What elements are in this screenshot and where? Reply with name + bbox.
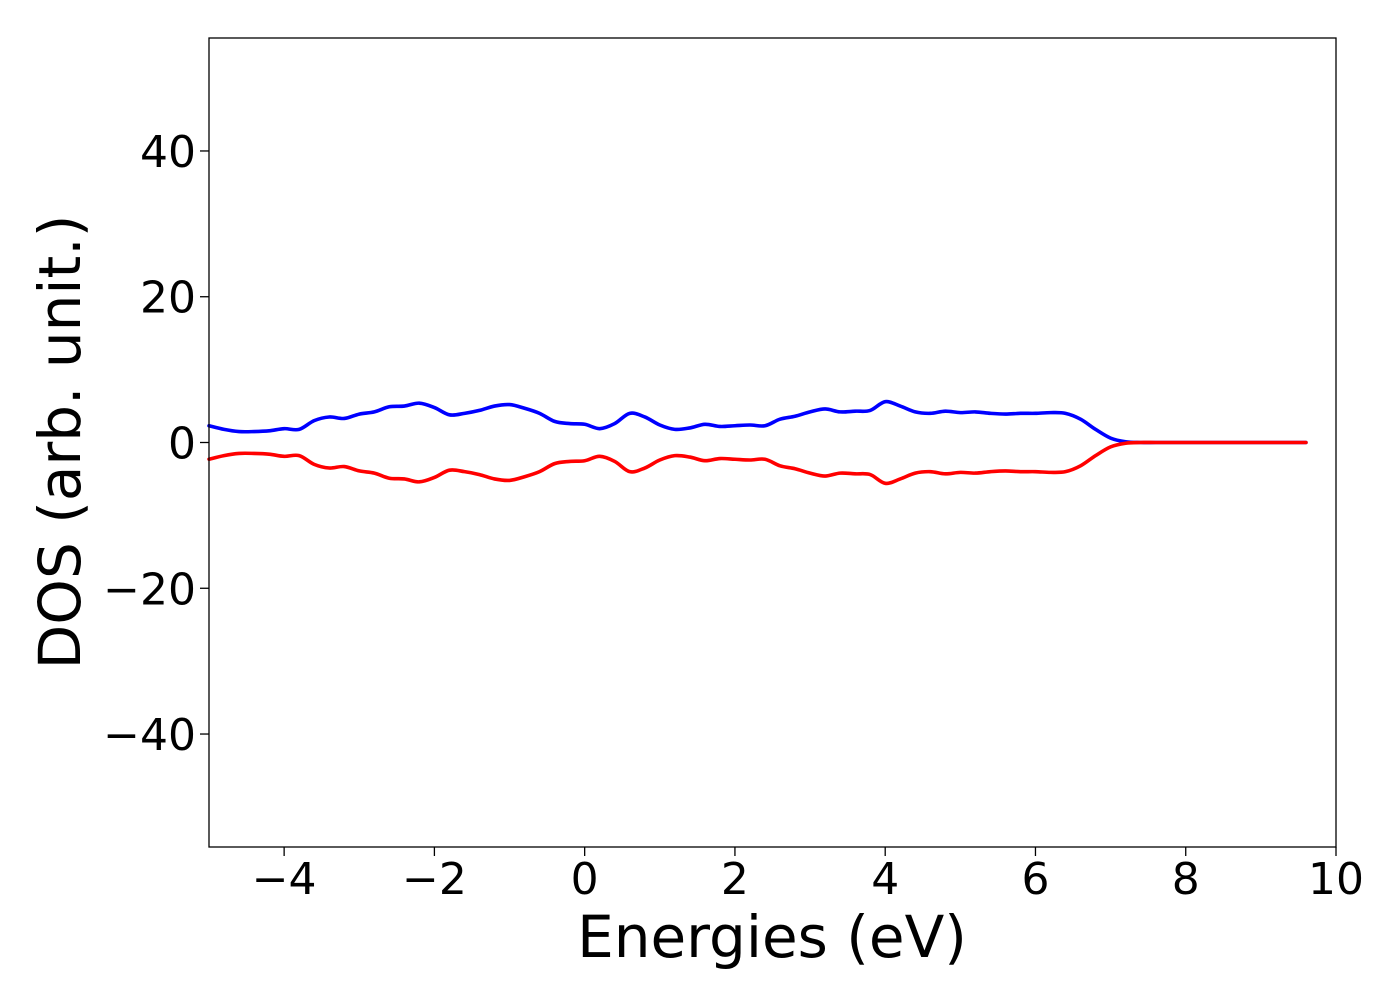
y-tick-label: −40 [103, 710, 196, 761]
y-tick-label: 20 [140, 273, 196, 324]
x-tick-label: 6 [1021, 854, 1049, 905]
x-tick-label: 8 [1172, 854, 1200, 905]
y-axis-label: DOS (arb. unit.) [26, 215, 94, 670]
series-line-1 [207, 399, 1308, 445]
x-tick-label: −4 [252, 854, 317, 905]
x-tick-label: −2 [402, 854, 467, 905]
x-axis-label: Energies (eV) [577, 903, 967, 971]
x-tick-label: 2 [721, 854, 749, 905]
y-tick-label: −20 [103, 564, 196, 615]
series-line-2 [207, 440, 1308, 486]
y-axis: 40 20 0 −20 −40 [103, 127, 209, 761]
x-tick-label: 0 [571, 854, 599, 905]
x-axis: −4 −2 0 2 4 6 8 10 [252, 847, 1364, 905]
y-tick-label: 0 [168, 419, 196, 470]
y-tick-label: 40 [140, 127, 196, 178]
x-tick-label: 4 [871, 854, 899, 905]
x-tick-label: 10 [1308, 854, 1364, 905]
series-layer [207, 399, 1308, 486]
